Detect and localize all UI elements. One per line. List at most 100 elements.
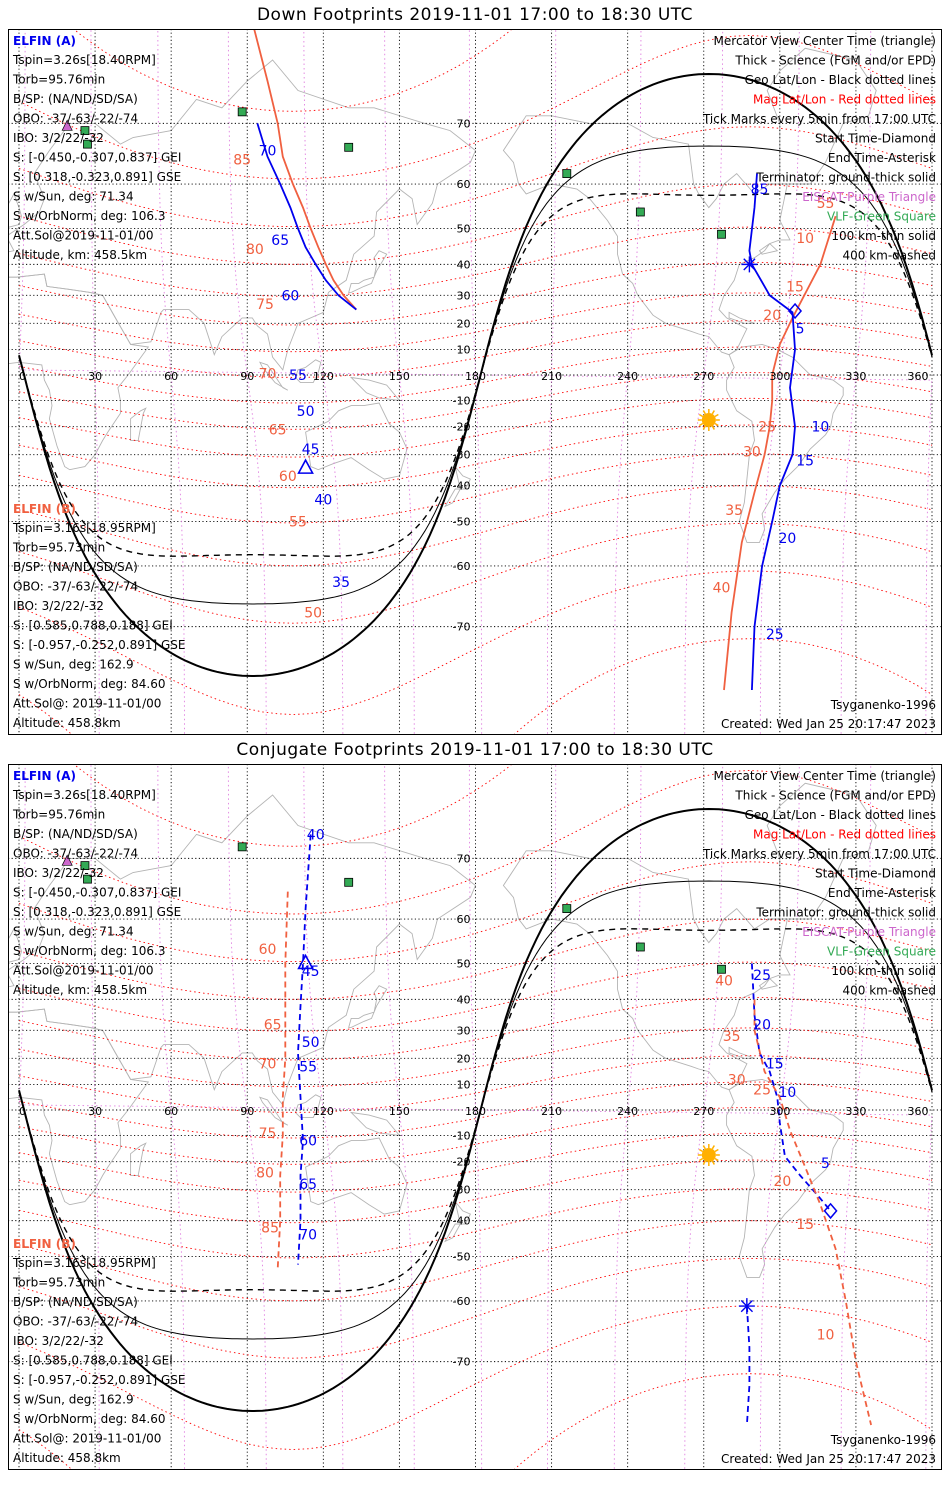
- vlf-square: [635, 942, 645, 952]
- lat-tick-label: 20: [457, 1052, 471, 1065]
- start-time-diamond: [788, 302, 803, 320]
- vlf-square: [237, 107, 247, 117]
- elfin_b-tick-label: 10: [796, 231, 814, 247]
- lat-tick-label: 60: [457, 178, 471, 191]
- created-label: Created: Wed Jan 25 20:17:47 2023: [721, 1452, 936, 1466]
- elfin-b-info-line: S: [0.585,0.788,0.188] GEI: [13, 619, 173, 633]
- elfin_a-track: [256, 123, 357, 311]
- map-plot-area: [9, 765, 941, 1469]
- lat-tick-label: -30: [453, 1184, 471, 1197]
- elfin_a-tick-label: 40: [314, 492, 332, 508]
- lon-tick-label: 60: [164, 1105, 178, 1118]
- elfin-b-info-line: Att.Sol@: 2019-11-01/00: [13, 1432, 161, 1446]
- elfin-a-info-line: S w/Sun, deg: 71.34: [13, 925, 134, 939]
- elfin-b-info-line: Altitude: 458.8km: [13, 716, 121, 730]
- lon-tick-label: 120: [313, 1105, 334, 1118]
- lon-tick-label: 360: [908, 370, 929, 383]
- lon-tick-label: 180: [465, 1105, 486, 1118]
- elfin_b-tick-label: 50: [304, 606, 322, 622]
- lat-tick-label: -40: [453, 1215, 471, 1228]
- eiscat-triangle: [61, 854, 73, 866]
- elfin-a-info-line: B/SP: (NA/ND/SD/SA): [13, 827, 138, 841]
- coastline: [348, 250, 388, 293]
- elfin_a-tick-label: 85: [751, 182, 769, 198]
- elfin-a-info-line: S w/OrbNorm, deg: 106.3: [13, 944, 165, 958]
- coastline: [502, 850, 791, 1091]
- elfin-a-info-line: S: [0.318,-0.323,0.891] GSE: [13, 170, 181, 184]
- coastline: [294, 359, 322, 384]
- lat-tick-label: -60: [453, 560, 471, 573]
- lon-tick-label: 0: [19, 1105, 26, 1118]
- elfin-a-header: ELFIN (A): [13, 769, 76, 783]
- coastline: [305, 1137, 408, 1215]
- map-frame: [8, 29, 942, 735]
- elfin_b-tick-label: 40: [713, 581, 731, 597]
- elfin-b-info-line: Torb=95.73min: [12, 541, 105, 555]
- elfin_a-tick-label: 25: [766, 627, 784, 643]
- elfin_a-tick-label: 70: [259, 143, 277, 159]
- lat-tick-label: 50: [457, 222, 471, 235]
- coastline: [443, 466, 472, 508]
- lon-tick-label: 330: [845, 1105, 866, 1118]
- elfin_b-tick-label: 55: [289, 515, 307, 531]
- coastline: [348, 985, 388, 1028]
- elfin-b-info-line: OBO: -37/-63/-22/-74: [13, 1315, 138, 1329]
- elfin-b-info-line: S w/OrbNorm, deg: 84.60: [13, 677, 165, 691]
- elfin_a-tick-label: 60: [281, 288, 299, 304]
- elfin_a-tick-label: 40: [307, 827, 325, 843]
- mag-longitude-line: [18, 765, 933, 1469]
- legend-line: 400 km-dashed: [842, 984, 936, 998]
- lon-tick-label: 240: [617, 1105, 638, 1118]
- mag-latitude-line: [18, 861, 933, 963]
- vlf-square: [562, 904, 572, 913]
- coastline: [443, 1201, 472, 1243]
- legend-line: Mag Lat/Lon - Red dotted lines: [753, 93, 936, 107]
- legend-line: Terminator: ground-thick solid: [755, 906, 936, 920]
- lat-tick-label: -10: [453, 394, 471, 407]
- lat-tick-label: -60: [453, 1295, 471, 1308]
- lon-tick-label: 150: [389, 1105, 410, 1118]
- mag-latitude-line: [18, 570, 933, 715]
- legend-line: Tick Marks every 5min from 17:00 UTC: [702, 112, 936, 126]
- lon-tick-label: 60: [164, 370, 178, 383]
- mag-latitude-line: [18, 522, 933, 624]
- elfin-a-info-line: Tspin=3.26s[18.40RPM]: [12, 53, 156, 67]
- elfin-a-info-line: OBO: -37/-63/-22/-74: [13, 847, 138, 861]
- eiscat-triangle: [61, 119, 73, 131]
- elfin_b-tick-label: 70: [259, 367, 277, 383]
- elfin_b-tick-label: 75: [256, 297, 274, 313]
- coastline: [9, 192, 22, 228]
- legend-line: 100 km-thin solid: [831, 964, 936, 978]
- elfin_a-tick-label: 10: [811, 420, 829, 436]
- elfin-b-info-line: Torb=95.73min: [12, 1276, 105, 1290]
- lon-tick-label: 30: [88, 370, 102, 383]
- elfin-b-info-line: Att.Sol@: 2019-11-01/00: [13, 697, 161, 711]
- mag-latitude-line: [18, 1188, 933, 1259]
- lat-tick-label: 40: [457, 993, 471, 1006]
- lon-tick-label: 330: [845, 370, 866, 383]
- lon-tick-label: 180: [465, 370, 486, 383]
- legend-line: Tick Marks every 5min from 17:00 UTC: [702, 847, 936, 861]
- elfin_a-tick-label: 50: [302, 1035, 320, 1051]
- elfin_a-track: [751, 963, 832, 1212]
- elfin_b-tick-label: 30: [743, 445, 761, 461]
- elfin_b-tick-label: 30: [728, 1072, 746, 1088]
- coastline: [766, 47, 877, 185]
- elfin_b-tick-label: 80: [246, 242, 264, 258]
- lon-tick-label: 90: [240, 370, 254, 383]
- lon-tick-label: 360: [908, 1105, 929, 1118]
- elfin_b-track: [723, 215, 837, 691]
- elfin-a-header: ELFIN (A): [13, 34, 76, 48]
- elfin_a-tick-label: 45: [302, 964, 320, 980]
- elfin_b-tick-label: 75: [259, 1126, 277, 1142]
- legend-line: 400 km-dashed: [842, 249, 936, 263]
- elfin-b-header: ELFIN (B): [13, 502, 76, 516]
- lat-tick-label: -70: [453, 1356, 471, 1369]
- coastline: [305, 402, 408, 480]
- lat-tick-label: 20: [457, 317, 471, 330]
- elfin-a-info-line: S w/Sun, deg: 71.34: [13, 190, 134, 204]
- center-time-triangle: [297, 953, 314, 970]
- elfin-b-header: ELFIN (B): [13, 1237, 76, 1251]
- terminator-400km: [18, 928, 933, 1292]
- elfin_a-tick-label: 20: [779, 531, 797, 547]
